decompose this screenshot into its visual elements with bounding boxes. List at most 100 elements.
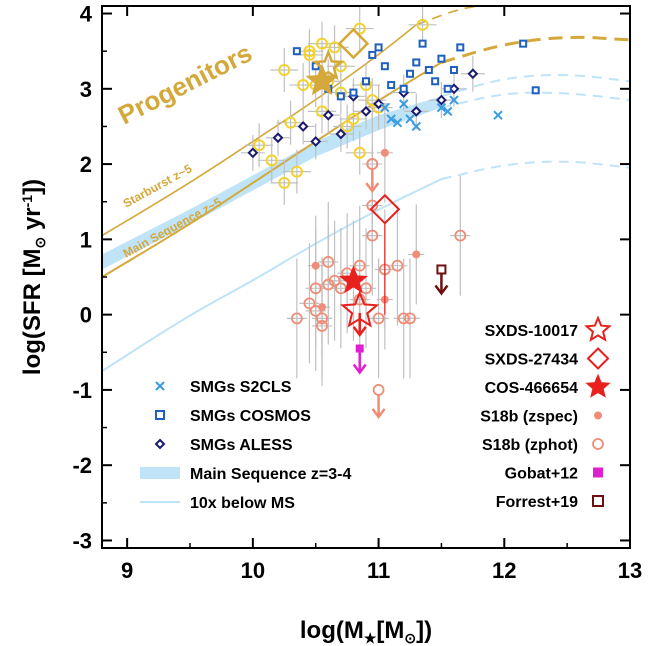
error-bar xyxy=(349,239,370,360)
legend-right-label: S18b (zspec) xyxy=(480,409,578,426)
legend-right-item: SXDS-10017 xyxy=(485,315,612,342)
progenitor-point xyxy=(290,165,303,178)
s18b-zphot-point xyxy=(397,312,410,325)
progenitor-sxds-10017 xyxy=(311,48,345,81)
smg-cosmos-point xyxy=(362,77,370,86)
error-bar xyxy=(324,220,345,341)
x-axis-label-part: log(M xyxy=(300,617,364,644)
legend-right-label: S18b (zphot) xyxy=(482,437,578,454)
smg-aless-point xyxy=(436,94,447,106)
y-axis-label: log(SFR [M⊙ yr-1]) xyxy=(19,179,48,375)
error-bar xyxy=(345,130,374,175)
arrow-head xyxy=(371,408,386,419)
legend-right-item: S18b (zspec) xyxy=(480,409,602,426)
smg-cosmos-point xyxy=(368,50,377,59)
smg-cosmos-point xyxy=(406,69,414,78)
legend-right-label: Gobat+12 xyxy=(505,466,578,483)
s18b-upper-limit-arrow xyxy=(365,169,380,194)
smg-cosmos-point xyxy=(437,54,446,63)
legend-right-label: SXDS-27434 xyxy=(485,352,578,369)
legend-left-label: SMGs COSMOS xyxy=(190,408,311,425)
x-stroke xyxy=(399,99,409,109)
gobat-marker xyxy=(355,344,364,353)
smg-cosmos-point xyxy=(424,65,433,74)
x-axis-label-part: [M xyxy=(376,617,404,644)
main-sequence-extrapolation-high xyxy=(441,73,630,98)
legend-left-marker xyxy=(140,467,180,479)
smg-aless-point xyxy=(322,109,334,121)
smg-s2cls-point xyxy=(449,95,459,105)
s18b-zspec-point xyxy=(311,261,320,270)
progenitor-point xyxy=(278,176,291,189)
s18b-zphot-point xyxy=(372,312,385,325)
legend-right-item: Forrest+19 xyxy=(496,494,604,511)
progenitor-cos-466654 xyxy=(305,63,339,96)
y-tick-label: 0 xyxy=(80,303,92,328)
smg-s2cls-point xyxy=(411,121,421,132)
legend-right-label: COS-466654 xyxy=(485,380,578,397)
error-bar xyxy=(333,104,362,149)
progenitor-point xyxy=(347,112,360,125)
smg-aless-point xyxy=(247,147,259,159)
legend-left-item: SMGs ALESS xyxy=(154,437,293,454)
error-bar xyxy=(270,47,299,92)
smg-s2cls-point xyxy=(392,117,403,128)
progenitor-point xyxy=(353,146,366,159)
s18b-zspec-point xyxy=(412,250,421,259)
legend-left-item: Main Sequence z=3-4 xyxy=(140,466,351,483)
error-bar xyxy=(270,160,299,205)
s18b-zspec-point xyxy=(318,303,326,312)
s18b-zphot-point xyxy=(366,229,379,242)
smg-cosmos-point xyxy=(387,81,396,90)
s18b-limit-point xyxy=(372,384,385,396)
smg-cosmos-point xyxy=(374,43,383,52)
arrow-head xyxy=(352,363,367,375)
progenitor-point xyxy=(265,154,278,167)
legend-right-item: Gobat+12 xyxy=(505,466,603,483)
x-axis-label-part: ⊙ xyxy=(404,630,416,646)
legend-right-marker xyxy=(586,347,610,370)
smg-cosmos-point xyxy=(450,65,458,74)
progenitor-point xyxy=(328,41,341,54)
y-tick-label: 4 xyxy=(80,2,93,27)
smg-cosmos-point xyxy=(412,58,421,67)
s18b-zphot-point xyxy=(404,312,416,325)
smg-s2cls-point xyxy=(399,99,409,109)
s18b-zphot-point xyxy=(290,312,303,325)
legend-right-label: Forrest+19 xyxy=(496,494,578,511)
sxds-10017-arrow xyxy=(352,312,367,337)
s18b-zphot-point xyxy=(454,229,467,242)
x-tick-label: 13 xyxy=(618,558,642,583)
legend-left-label: 10x below MS xyxy=(190,495,295,512)
x-stroke xyxy=(155,381,165,391)
s18b-zphot-point xyxy=(316,320,328,332)
smg-s2cls-point xyxy=(405,114,415,124)
y-tick-label: -1 xyxy=(72,378,92,403)
s18b-zphot-point xyxy=(391,259,404,272)
forrest-arrow xyxy=(434,273,449,296)
x-stroke xyxy=(386,114,396,124)
error-bar xyxy=(408,6,437,47)
forrest-marker xyxy=(436,264,447,275)
legend-left-marker xyxy=(154,438,166,450)
s18b-zphot-point xyxy=(328,274,341,287)
y-axis-label-part: -1 xyxy=(19,195,35,208)
progenitor-point xyxy=(278,63,291,76)
progenitor-point xyxy=(303,48,316,61)
smg-aless-point xyxy=(360,105,372,117)
below-ms-line xyxy=(102,178,442,372)
cos-466654-marker xyxy=(338,265,369,294)
legend-right-marker xyxy=(594,411,602,420)
error-bar xyxy=(299,243,320,364)
legend-left-marker xyxy=(155,410,165,420)
x-tick-label: 9 xyxy=(121,558,133,583)
smg-aless-point xyxy=(467,68,479,80)
error-bar xyxy=(368,258,389,379)
smg-cosmos-point xyxy=(336,92,345,101)
legend-left-item: SMGs S2CLS xyxy=(155,379,292,396)
y-tick-label: 1 xyxy=(80,227,92,252)
plot-area xyxy=(102,6,630,419)
x-tick-label: 10 xyxy=(241,558,265,583)
